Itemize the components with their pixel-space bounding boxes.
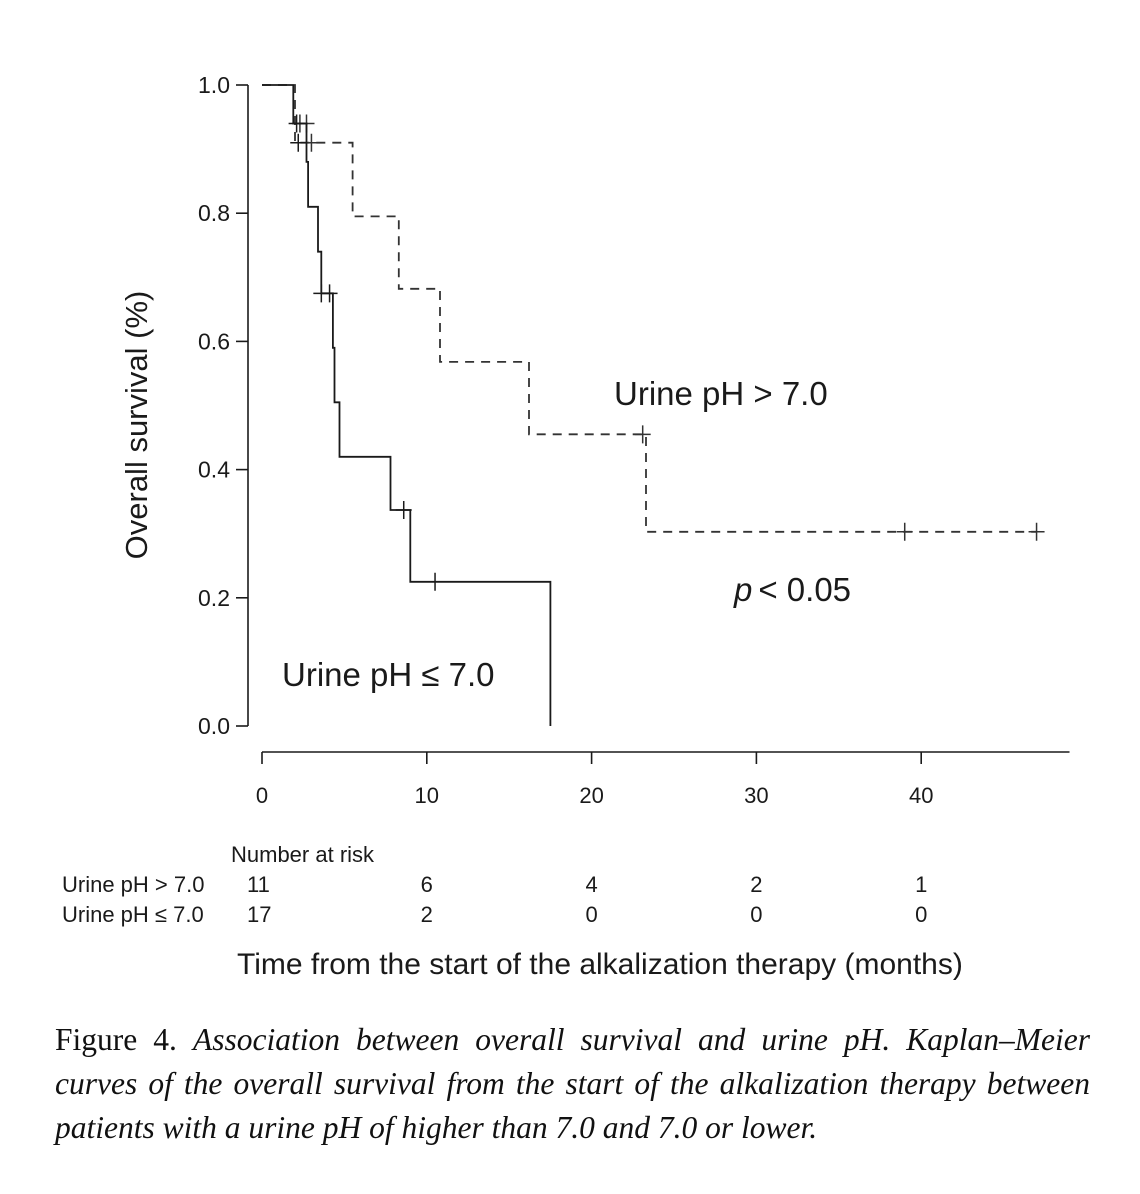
risk-row-label-low: Urine pH ≤ 7.0 bbox=[62, 902, 204, 927]
caption-text: Association between overall survival and… bbox=[55, 1022, 1091, 1145]
x-tick-label: 30 bbox=[744, 783, 768, 808]
y-tick-label: 0.2 bbox=[198, 585, 230, 611]
x-axis-label: Time from the start of the alkalization … bbox=[237, 948, 963, 981]
survival-curve bbox=[262, 84, 552, 726]
series-layer bbox=[262, 84, 1045, 726]
series-label-high: Urine pH > 7.0 bbox=[614, 375, 828, 412]
risk-count: 4 bbox=[585, 872, 597, 897]
censor-mark bbox=[321, 284, 338, 303]
risk-counts: 11 6 4 2 1 17 2 0 0 0 bbox=[247, 872, 927, 927]
risk-count: 0 bbox=[750, 902, 762, 927]
y-tick-label: 0.6 bbox=[198, 328, 230, 354]
risk-count: 6 bbox=[421, 872, 433, 897]
censor-mark bbox=[288, 114, 305, 133]
caption-label: Figure 4. bbox=[55, 1022, 177, 1057]
x-tick-label: 40 bbox=[909, 783, 933, 808]
risk-count: 2 bbox=[750, 872, 762, 897]
chart-labels: Overall survival (%) Urine pH > 7.0 Urin… bbox=[62, 291, 963, 981]
risk-count: 0 bbox=[585, 902, 597, 927]
y-tick-label: 0.0 bbox=[198, 713, 230, 739]
risk-count: 1 bbox=[915, 872, 927, 897]
series-label-low: Urine pH ≤ 7.0 bbox=[282, 656, 495, 693]
risk-count: 0 bbox=[915, 902, 927, 927]
km-chart: 0.00.20.40.60.81.00 10 20 30 40 Overall surv… bbox=[62, 72, 1070, 981]
censor-mark bbox=[634, 425, 651, 444]
y-tick-label: 1.0 bbox=[198, 72, 230, 98]
censor-mark bbox=[896, 522, 913, 541]
figure-caption: Figure 4. Association between overall su… bbox=[55, 1018, 1090, 1150]
x-tick-label: 20 bbox=[579, 783, 603, 808]
p-value-annotation: p < 0.05 bbox=[733, 571, 851, 608]
x-tick-label: 10 bbox=[415, 783, 439, 808]
censor-mark bbox=[290, 133, 307, 152]
risk-count: 2 bbox=[421, 902, 433, 927]
risk-count: 11 bbox=[247, 872, 270, 897]
y-tick-label: 0.8 bbox=[198, 200, 230, 226]
censor-mark bbox=[427, 572, 444, 591]
risk-row-label-high: Urine pH > 7.0 bbox=[62, 872, 204, 897]
censor-mark bbox=[1028, 522, 1045, 541]
series-1 bbox=[262, 84, 552, 726]
y-axis-label: Overall survival (%) bbox=[119, 291, 154, 560]
censor-mark bbox=[395, 500, 412, 519]
y-tick-label: 0.4 bbox=[198, 457, 230, 483]
series-0 bbox=[262, 84, 1045, 541]
risk-count: 17 bbox=[247, 902, 271, 927]
risk-table-title: Number at risk bbox=[231, 842, 375, 867]
chart-axes: 0.0 0.2 0.4 0.6 0.8 1.0 0 10 20 30 40 bbox=[198, 72, 1070, 808]
x-tick-label: 0 bbox=[256, 783, 268, 808]
survival-curve bbox=[262, 84, 1037, 533]
